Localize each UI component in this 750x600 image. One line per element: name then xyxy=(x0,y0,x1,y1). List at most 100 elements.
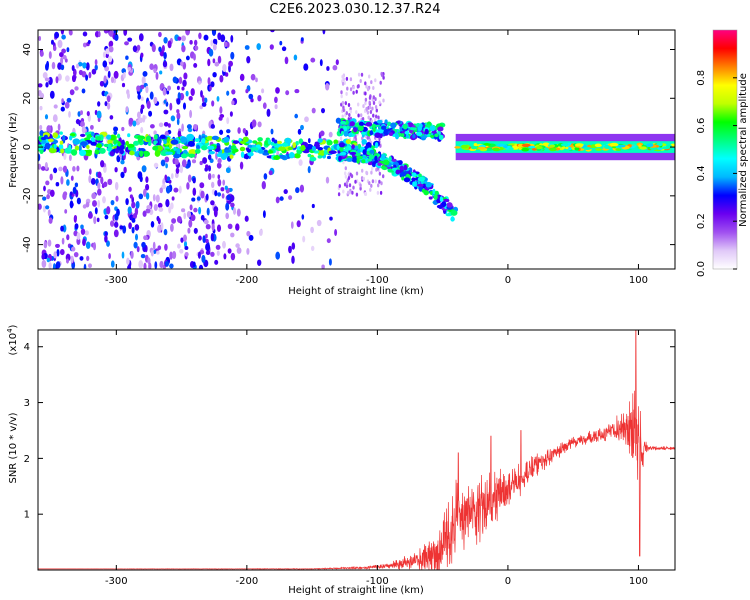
heatmap-scatter xyxy=(372,95,375,100)
heatmap-scatter xyxy=(310,245,315,252)
heatmap-scatter xyxy=(158,207,164,212)
heatmap-scatter xyxy=(204,97,208,104)
heatmap-band xyxy=(117,141,121,147)
heatmap-scatter xyxy=(122,71,126,79)
heatmap-bright-line xyxy=(483,143,491,146)
heatmap-bright-line xyxy=(561,145,566,150)
heatmap-lower-branch xyxy=(351,144,355,149)
heatmap-scatter xyxy=(44,162,48,170)
heatmap-lower-branch xyxy=(416,183,424,187)
heatmap-band xyxy=(173,146,177,151)
heatmap-scatter xyxy=(48,217,53,224)
heatmap-scatter xyxy=(207,172,212,181)
heatmap-scatter xyxy=(72,186,77,194)
heatmap-scatter xyxy=(108,45,114,53)
heatmap-scatter xyxy=(82,42,87,48)
heatmap-band xyxy=(284,137,292,144)
heatmap-scatter xyxy=(376,190,380,195)
heatmap-scatter xyxy=(191,159,197,164)
heatmap-scatter xyxy=(205,233,208,239)
heatmap-band xyxy=(59,131,63,135)
heatmap-band xyxy=(86,144,90,150)
heatmap-scatter xyxy=(141,76,146,85)
heatmap-scatter xyxy=(304,116,309,123)
heatmap-scatter xyxy=(39,50,44,57)
heatmap-scatter xyxy=(345,76,349,81)
heatmap-scatter xyxy=(180,208,186,213)
heatmap-scatter xyxy=(180,237,184,243)
heatmap-lower-branch xyxy=(357,148,361,154)
heatmap-scatter xyxy=(230,252,236,261)
heatmap-scatter xyxy=(53,263,56,269)
heatmap-scatter xyxy=(64,101,70,109)
heatmap-scatter xyxy=(57,73,62,81)
heatmap-bright-line xyxy=(454,146,461,149)
heatmap-scatter xyxy=(140,96,144,101)
heatmap-scatter xyxy=(71,65,75,72)
heatmap-scatter xyxy=(377,115,380,120)
heatmap-scatter xyxy=(70,255,74,264)
heatmap-band xyxy=(153,140,157,146)
heatmap-bright-line xyxy=(470,145,478,150)
heatmap-scatter xyxy=(325,176,330,184)
heatmap-scatter xyxy=(52,45,57,52)
heatmap-lower-branch xyxy=(411,177,416,182)
heatmap-bright-line xyxy=(492,147,500,152)
heatmap-scatter xyxy=(364,97,368,102)
heatmap-scatter xyxy=(209,85,212,91)
heatmap-scatter xyxy=(128,117,134,125)
snr-scale-exponent: 4 xyxy=(6,328,14,333)
heatmap-band xyxy=(323,150,329,155)
heatmap-scatter xyxy=(56,248,60,257)
heatmap-band xyxy=(188,149,197,155)
heatmap-scatter xyxy=(88,175,92,183)
heatmap-scatter xyxy=(217,192,222,197)
heatmap-band xyxy=(292,142,297,149)
heatmap-band xyxy=(79,133,86,138)
heatmap-scatter xyxy=(49,189,55,197)
heatmap-band xyxy=(251,147,259,151)
heatmap-scatter xyxy=(138,33,144,42)
heatmap-scatter xyxy=(43,185,46,192)
heatmap-scatter xyxy=(145,192,150,200)
heatmap-scatter xyxy=(190,214,196,222)
heatmap-lower-branch xyxy=(399,165,404,171)
heatmap-scatter xyxy=(224,41,228,48)
heatmap-scatter xyxy=(211,173,215,179)
heatmap-band xyxy=(165,151,173,155)
heatmap-scatter xyxy=(143,188,147,197)
heatmap-scatter xyxy=(172,76,178,84)
heatmap-band xyxy=(119,148,124,155)
heatmap-scatter xyxy=(374,78,377,83)
page-title: C2E6.2023.030.12.37.R24 xyxy=(269,2,441,17)
heatmap-scatter xyxy=(345,91,348,96)
heatmap-scatter xyxy=(200,90,203,98)
heatmap-scatter xyxy=(43,241,48,249)
heatmap-scatter xyxy=(69,191,73,196)
heatmap-band xyxy=(257,137,263,142)
heatmap-scatter xyxy=(125,55,129,60)
heatmap-scatter xyxy=(360,72,364,77)
heatmap-scatter xyxy=(237,127,241,134)
heatmap-scatter xyxy=(76,165,80,172)
heatmap-scatter xyxy=(328,131,333,138)
heatmap-scatter xyxy=(137,93,141,100)
heatmap-band xyxy=(208,151,215,155)
heatmap-scatter xyxy=(87,212,93,219)
heatmap-band xyxy=(153,134,158,140)
heatmap-scatter xyxy=(378,100,381,105)
heatmap-scatter xyxy=(322,30,326,35)
heatmap-scatter xyxy=(187,227,191,234)
heatmap-scatter xyxy=(320,107,326,114)
heatmap-lower-branch xyxy=(344,146,349,152)
heatmap-scatter xyxy=(155,71,159,80)
heatmap-scatter xyxy=(176,85,180,91)
heatmap-scatter xyxy=(40,166,46,171)
heatmap-scatter xyxy=(73,251,79,258)
heatmap-scatter xyxy=(214,61,220,67)
heatmap-scatter xyxy=(269,44,274,50)
heatmap-lower-branch xyxy=(362,154,366,159)
heatmap-scatter xyxy=(100,160,105,168)
heatmap-scatter xyxy=(102,51,106,58)
heatmap-scatter xyxy=(97,199,101,208)
